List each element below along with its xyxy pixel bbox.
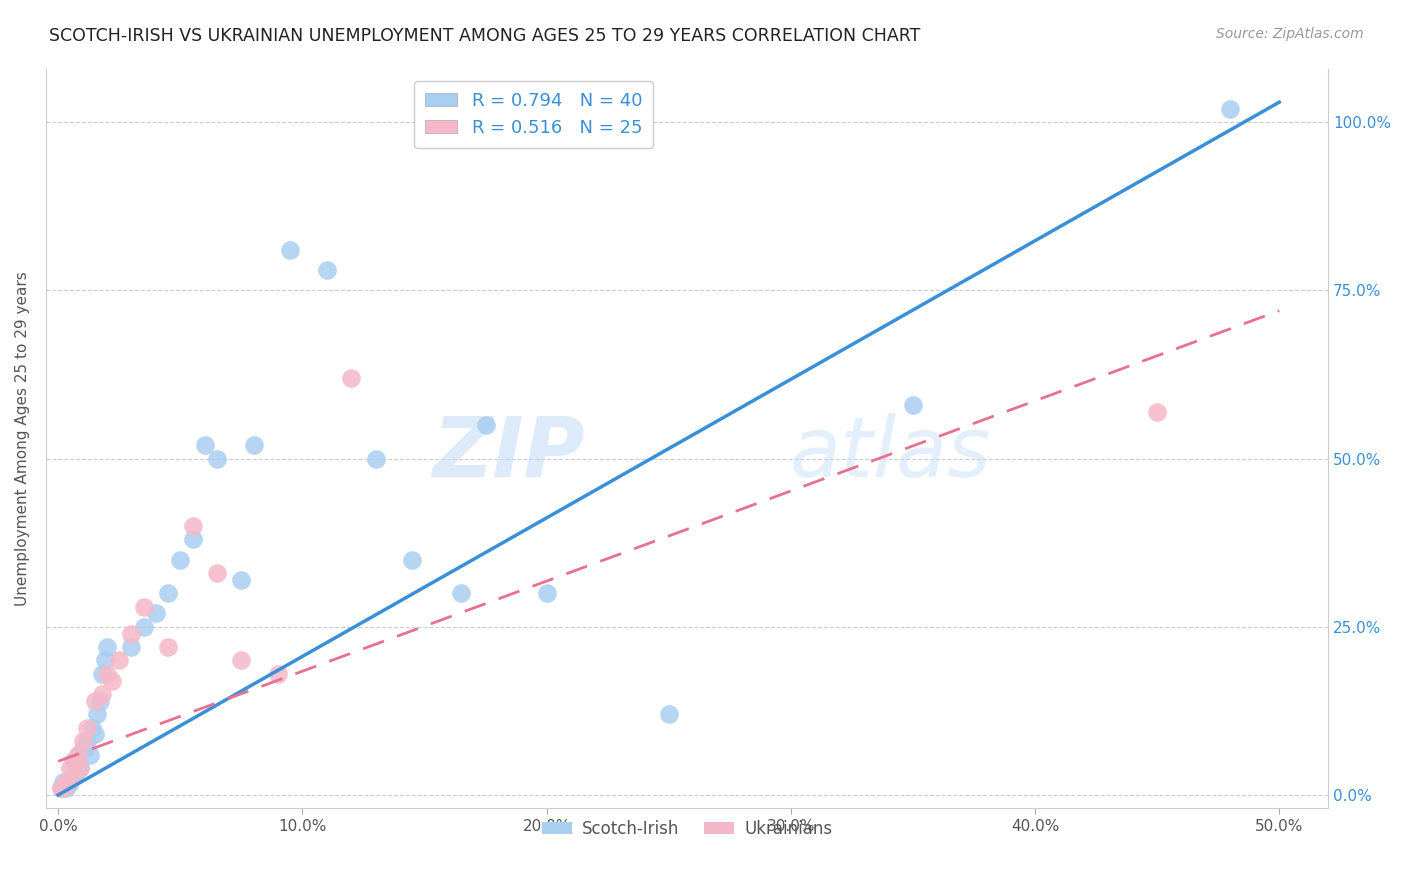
Point: [65, 755, 87, 769]
Y-axis label: Unemployment Among Ages 25 to 29 years: Unemployment Among Ages 25 to 29 years: [15, 271, 30, 606]
Point: [93, 653, 115, 667]
Text: ZIP: ZIP: [432, 413, 585, 494]
Point: [132, 599, 155, 614]
Point: [658, 707, 681, 722]
Point: [76, 734, 98, 748]
Point: [89, 694, 111, 708]
Point: [315, 263, 337, 277]
Point: [450, 586, 472, 600]
Point: [66, 747, 89, 762]
Point: [901, 398, 924, 412]
Point: [66, 747, 89, 762]
Point: [91, 667, 114, 681]
Point: [86, 707, 108, 722]
Point: [73, 740, 96, 755]
Point: [120, 626, 142, 640]
Point: [194, 438, 217, 452]
Point: [49, 781, 72, 796]
Point: [96, 640, 118, 654]
Point: [145, 607, 167, 621]
Point: [181, 519, 204, 533]
Text: Source: ZipAtlas.com: Source: ZipAtlas.com: [1216, 27, 1364, 41]
Point: [56, 774, 79, 789]
Point: [205, 451, 228, 466]
Point: [536, 586, 558, 600]
Point: [132, 620, 155, 634]
Point: [364, 451, 387, 466]
Point: [1146, 404, 1168, 418]
Point: [55, 781, 77, 796]
Point: [79, 747, 101, 762]
Point: [205, 566, 228, 580]
Point: [108, 653, 131, 667]
Point: [52, 781, 75, 796]
Text: atlas: atlas: [790, 413, 991, 494]
Point: [278, 243, 301, 257]
Point: [69, 761, 91, 775]
Point: [72, 734, 94, 748]
Point: [169, 552, 191, 566]
Point: [72, 740, 94, 755]
Point: [101, 673, 124, 688]
Legend: Scotch-Irish, Ukrainians: Scotch-Irish, Ukrainians: [536, 814, 839, 845]
Point: [59, 761, 82, 775]
Point: [52, 774, 75, 789]
Point: [96, 667, 118, 681]
Point: [56, 778, 79, 792]
Point: [120, 640, 142, 654]
Point: [474, 417, 496, 432]
Point: [181, 533, 204, 547]
Point: [91, 687, 114, 701]
Point: [401, 552, 423, 566]
Point: [83, 727, 105, 741]
Point: [340, 371, 363, 385]
Point: [76, 721, 98, 735]
Point: [83, 694, 105, 708]
Point: [65, 768, 87, 782]
Point: [267, 667, 290, 681]
Point: [231, 653, 253, 667]
Text: SCOTCH-IRISH VS UKRAINIAN UNEMPLOYMENT AMONG AGES 25 TO 29 YEARS CORRELATION CHA: SCOTCH-IRISH VS UKRAINIAN UNEMPLOYMENT A…: [49, 27, 921, 45]
Point: [55, 774, 77, 789]
Point: [62, 768, 84, 782]
Point: [157, 586, 180, 600]
Point: [49, 781, 72, 796]
Point: [59, 774, 82, 789]
Point: [62, 755, 84, 769]
Point: [231, 573, 253, 587]
Point: [242, 438, 264, 452]
Point: [157, 640, 180, 654]
Point: [69, 761, 91, 775]
Point: [1219, 102, 1241, 116]
Point: [82, 721, 104, 735]
